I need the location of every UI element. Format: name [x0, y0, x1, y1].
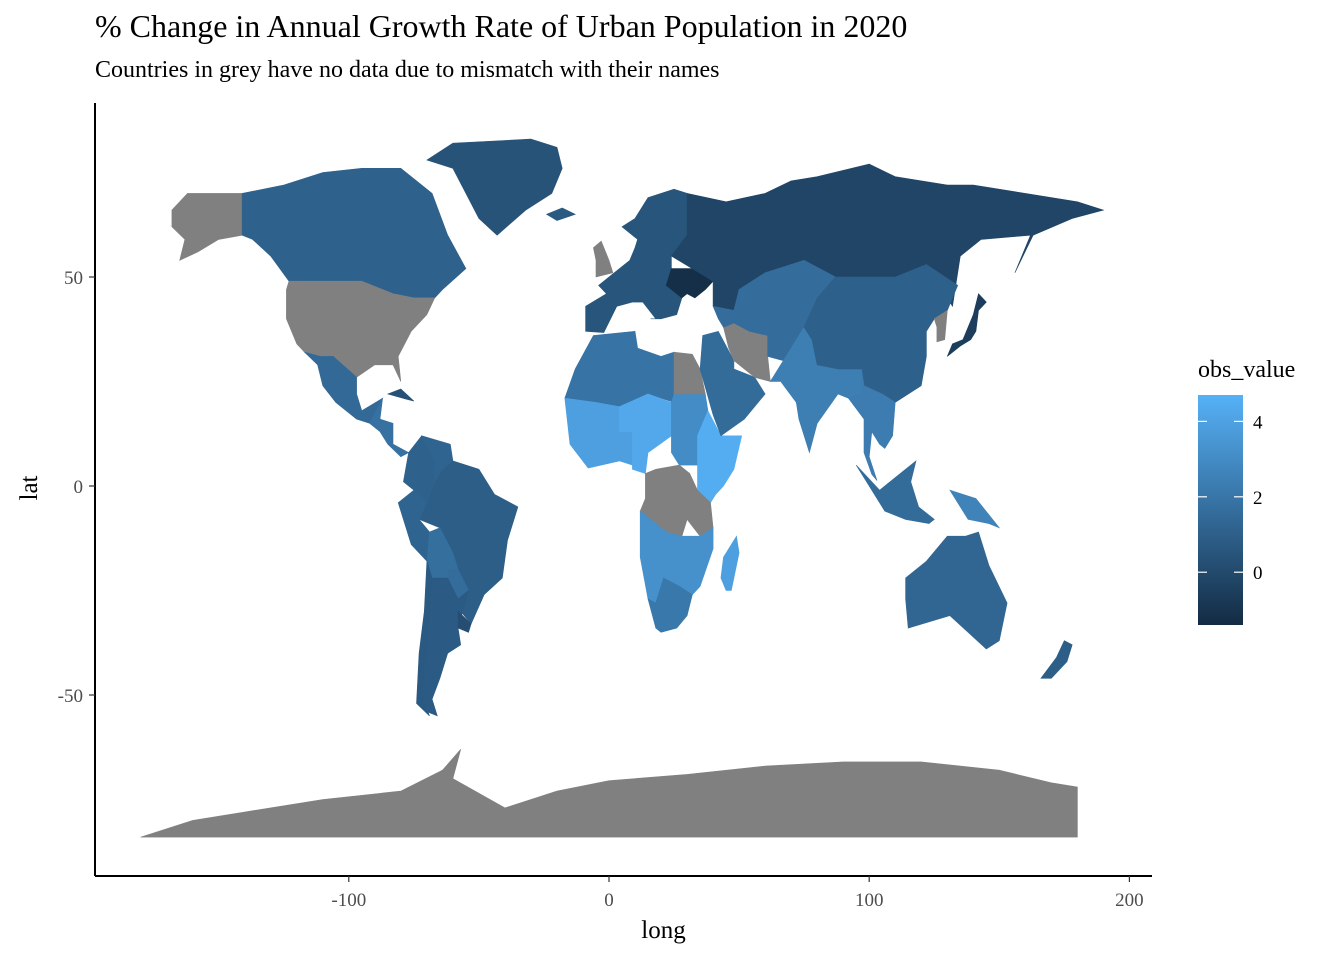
region-congo-dr: [639, 464, 691, 537]
region-japan: [947, 293, 987, 357]
region-southeast-asia: [847, 368, 896, 481]
legend-label: 2: [1253, 488, 1263, 509]
chart-title: % Change in Annual Growth Rate of Urban …: [95, 8, 908, 44]
region-greenland: [426, 138, 563, 236]
map-layer: [140, 138, 1105, 838]
region-peru: [397, 489, 430, 562]
region-china: [803, 264, 959, 403]
region-new-guinea: [949, 489, 1001, 529]
y-tick-label: 0: [74, 477, 84, 498]
chart-subtitle: Countries in grey have no data due to mi…: [95, 57, 720, 83]
region-venezuela: [421, 435, 454, 483]
region-north-africa: [564, 330, 675, 407]
region-antarctica: [140, 749, 1078, 838]
region-iceland: [545, 207, 576, 221]
x-axis-title: long: [641, 917, 686, 944]
y-tick-label: 50: [64, 268, 83, 289]
axes-layer: -100 0 100 200 50 0 -50 long lat: [16, 103, 1152, 944]
region-korea: [933, 309, 948, 343]
legend-colorbar: [1198, 395, 1243, 625]
x-tick-label: 0: [604, 890, 614, 911]
region-madagascar: [720, 535, 740, 591]
region-united-states: [286, 280, 436, 382]
region-cuba: [386, 388, 415, 402]
y-tick-label: -50: [58, 686, 83, 707]
x-tick-label: 100: [855, 890, 884, 911]
region-australia: [905, 531, 1008, 650]
legend: obs_value 4 2 0: [1198, 357, 1295, 625]
y-axis-title: lat: [16, 475, 43, 500]
region-central-america: [369, 398, 410, 458]
legend-label: 0: [1253, 563, 1263, 584]
region-new-zealand: [1040, 640, 1073, 679]
x-tick-label: -100: [331, 890, 366, 911]
region-uruguay: [457, 610, 472, 633]
region-indonesia: [855, 460, 935, 524]
x-tick-label: 200: [1115, 890, 1144, 911]
region-alaska: [171, 193, 243, 261]
legend-label: 4: [1253, 412, 1263, 433]
region-ethiopia: [697, 410, 743, 504]
region-egypt: [673, 351, 706, 395]
region-chile: [416, 561, 433, 717]
region-south-africa: [647, 577, 693, 633]
region-united-kingdom: [593, 240, 614, 278]
region-canada: [241, 168, 467, 311]
region-sahel: [619, 393, 672, 474]
legend-title: obs_value: [1198, 357, 1295, 383]
